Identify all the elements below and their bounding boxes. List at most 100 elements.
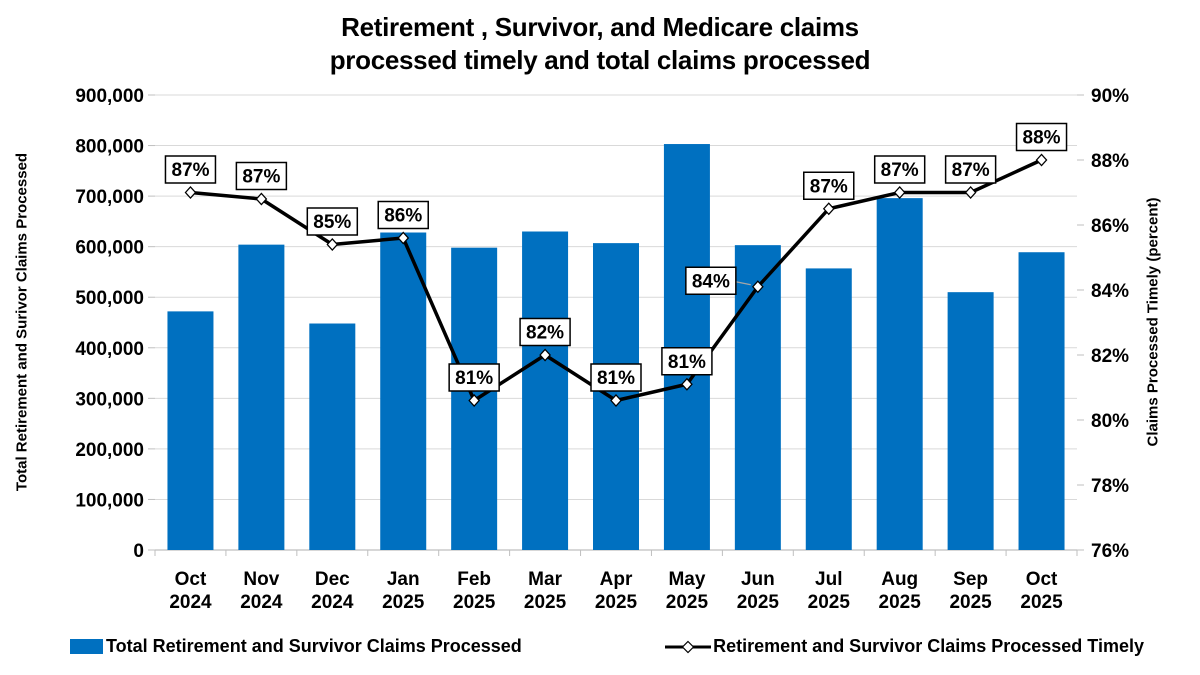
line-marker (751, 280, 764, 294)
left-axis-tick-label: 700,000 (75, 187, 144, 208)
chart-title: Retirement , Survivor, and Medicare clai… (0, 11, 1200, 77)
right-axis-tick-label: 86% (1091, 216, 1129, 237)
data-label: 86% (384, 206, 422, 227)
bar-dec-2024 (309, 323, 356, 550)
line-marker (681, 377, 693, 391)
left-axis-tick-label: 0 (133, 541, 144, 562)
data-label-box (944, 155, 997, 184)
data-label: 87% (171, 160, 209, 181)
x-tick-label-year: 2025 (879, 592, 922, 613)
right-axis-tick-label: 80% (1091, 411, 1129, 432)
right-axis-tick-label: 76% (1091, 541, 1129, 562)
data-label-box (803, 171, 855, 200)
x-tick-label-month: Oct (1026, 569, 1058, 590)
data-label: 85% (313, 212, 351, 233)
bar-jan-2025 (380, 232, 427, 550)
x-tick-label-month: Oct (175, 569, 207, 590)
x-tick-label-year: 2024 (240, 592, 283, 613)
data-label: 87% (881, 160, 919, 181)
data-label-box (235, 161, 288, 191)
x-tick-label-month: Apr (600, 569, 633, 590)
data-label: 87% (242, 167, 280, 188)
data-label: 87% (810, 176, 848, 197)
data-label-box (873, 155, 926, 184)
line-marker (184, 186, 197, 199)
x-tick-label-year: 2025 (453, 592, 496, 613)
left-axis-tick-label: 500,000 (75, 288, 144, 309)
left-axis-tick-label: 800,000 (75, 137, 144, 158)
x-tick-label-month: Mar (528, 569, 562, 590)
legend-item-line: Retirement and Survivor Claims Processed… (665, 636, 1144, 657)
legend-label-line: Retirement and Survivor Claims Processed… (713, 636, 1144, 656)
x-tick-label-month: Feb (457, 569, 491, 590)
x-tick-label-year: 2025 (666, 592, 709, 613)
data-label-leader (735, 281, 751, 286)
chart-title-line1: Retirement , Survivor, and Medicare clai… (341, 12, 859, 42)
bar-mar-2025 (522, 231, 569, 550)
data-label-box (306, 207, 359, 236)
line-marker (610, 394, 622, 407)
right-axis-tick-label: 82% (1091, 346, 1129, 367)
bar-oct-2024 (167, 311, 214, 550)
x-tick-label-year: 2025 (1020, 592, 1063, 613)
x-tick-label-month: Nov (243, 569, 279, 590)
left-axis-tick-label: 900,000 (75, 86, 144, 107)
x-tick-label-year: 2025 (737, 592, 780, 613)
x-tick-label-year: 2024 (311, 592, 354, 613)
left-axis-tick-label: 300,000 (75, 389, 144, 410)
left-axis-tick-label: 200,000 (75, 440, 144, 461)
line-marker (255, 192, 268, 206)
x-tick-label-year: 2024 (169, 592, 212, 613)
right-axis-tick-label: 88% (1091, 151, 1129, 172)
left-axis-tick-label: 400,000 (75, 339, 144, 360)
data-label-box (519, 317, 571, 347)
left-axis-tick-label: 600,000 (75, 238, 144, 259)
x-tick-label-month: Dec (315, 569, 350, 590)
data-label-box (1015, 122, 1068, 152)
bar-jun-2025 (734, 245, 781, 550)
line-marker (397, 231, 410, 245)
right-axis-tick-label: 78% (1091, 476, 1129, 497)
x-tick-label-month: May (668, 569, 705, 590)
x-tick-label-month: Aug (881, 569, 918, 590)
line-marker (1035, 153, 1048, 167)
line-marker (468, 394, 481, 407)
line-marker (893, 186, 906, 199)
x-tick-label-month: Jan (387, 569, 420, 590)
bar-aug-2025 (876, 198, 923, 550)
x-tick-label-month: Sep (953, 569, 988, 590)
line-marker (326, 238, 339, 251)
x-tick-label-year: 2025 (524, 592, 567, 613)
chart-title-line2: processed timely and total claims proces… (329, 45, 871, 75)
x-tick-label-month: Jun (741, 569, 775, 590)
data-label: 84% (692, 271, 730, 292)
plot-area: 0 100,000 200,000 300,000 400,000 500,000 600,… (75, 86, 1129, 613)
x-tick-label-year: 2025 (595, 592, 638, 613)
x-tick-label-year: 2025 (382, 592, 425, 613)
data-label-box (661, 347, 713, 376)
x-tick-label-year: 2025 (808, 592, 851, 613)
data-label-box (164, 155, 217, 184)
data-label-box (685, 266, 737, 295)
data-label-box (448, 363, 500, 392)
bar-sep-2025 (947, 292, 994, 550)
line-marker (539, 348, 551, 362)
bar-swatch-icon (70, 639, 103, 654)
data-label: 81% (597, 368, 635, 389)
data-label: 81% (668, 352, 706, 373)
data-label: 81% (455, 368, 493, 389)
bar-nov-2024 (238, 244, 285, 550)
x-tick-label-year: 2025 (949, 592, 992, 613)
x-tick-label-month: Jul (815, 569, 842, 590)
line-marker (822, 202, 835, 216)
bar-oct-2025 (1018, 252, 1065, 550)
data-label: 82% (526, 323, 564, 344)
line-marker (964, 186, 977, 199)
legend-label-bars: Total Retirement and Survivor Claims Pro… (106, 636, 522, 656)
data-label-box (377, 200, 429, 230)
bar-jul-2025 (805, 268, 852, 550)
data-label: 87% (952, 160, 990, 181)
data-label: 88% (1023, 128, 1061, 149)
data-label-box (590, 363, 642, 392)
